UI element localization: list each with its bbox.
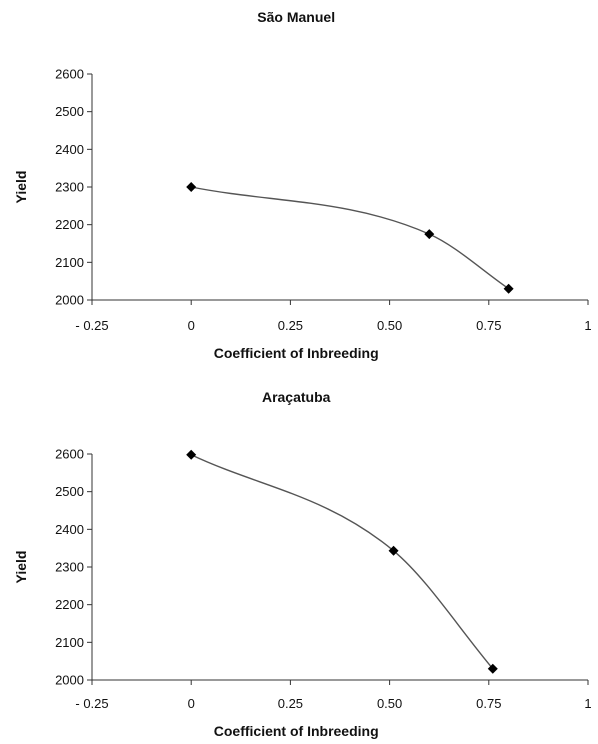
chart2-title: Araçatuba: [262, 389, 331, 405]
chart1-x-tick-label: 0.25: [278, 318, 303, 333]
chart2-data-point: [186, 449, 197, 460]
chart2-y-tick-label: 2600: [55, 447, 84, 462]
chart1-data-point: [424, 229, 435, 240]
chart2-x-tick-label: 1: [584, 696, 591, 711]
chart2-x-tick-label: - 0.25: [75, 696, 108, 711]
chart1-x-axis-label: Coefficient of Inbreeding: [214, 345, 379, 361]
chart2-y-tick-label: 2200: [55, 597, 84, 612]
chart2-y-axis-label: Yield: [13, 551, 29, 584]
chart2-series-line: [190, 454, 494, 670]
chart2-x-tick-label: 0.75: [476, 696, 501, 711]
chart1-x-tick-label: 0.75: [476, 318, 501, 333]
chart2-data-point: [388, 545, 399, 556]
chart2-data-point: [487, 663, 498, 674]
chart1-y-tick-label: 2500: [55, 104, 84, 119]
chart1-data-point: [503, 283, 514, 294]
chart2-x-tick-label: 0: [188, 696, 195, 711]
chart1-y-tick-label: 2000: [55, 293, 84, 308]
chart1-y-axis-label: Yield: [13, 171, 29, 204]
chart2-x-tick-label: 0.25: [278, 696, 303, 711]
chart1-y-tick-label: 2600: [55, 67, 84, 82]
chart1-x-tick-label: 0: [188, 318, 195, 333]
chart2-y-tick-label: 2300: [55, 560, 84, 575]
chart1-title: São Manuel: [257, 9, 335, 25]
chart1-x-tick-label: - 0.25: [75, 318, 108, 333]
chart2-y-tick-label: 2100: [55, 635, 84, 650]
chart1-y-tick-label: 2400: [55, 142, 84, 157]
chart1-data-point: [186, 182, 197, 192]
chart2-y-tick-label: 2000: [55, 673, 84, 688]
chart2-y-tick-label: 2500: [55, 484, 84, 499]
chart2-group: Araçatuba 2000 2100 2200 2300 2400 2500 2600 - 0…: [13, 389, 592, 739]
chart1-series-line: [191, 186, 510, 290]
chart2-y-tick-label: 2400: [55, 522, 84, 537]
chart1-y-tick-label: 2100: [55, 255, 84, 270]
chart1-x-tick-label: 1: [584, 318, 591, 333]
chart1-group: São Manuel 2000 2100 2200 2300 2400 2500 2600 - …: [13, 9, 592, 361]
chart2-x-tick-label: 0.50: [377, 696, 402, 711]
chart1-y-tick-label: 2300: [55, 180, 84, 195]
chart1-x-tick-label: 0.50: [377, 318, 402, 333]
chart1-y-tick-label: 2200: [55, 217, 84, 232]
chart2-x-axis-label: Coefficient of Inbreeding: [214, 723, 379, 739]
